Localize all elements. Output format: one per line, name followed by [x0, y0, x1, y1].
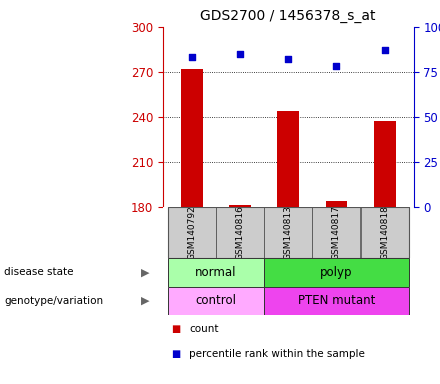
Text: normal: normal	[195, 266, 237, 279]
Bar	[277, 111, 299, 207]
Bar	[216, 207, 264, 258]
Bar	[264, 258, 409, 286]
Text: ▶: ▶	[141, 267, 150, 278]
Bar	[374, 121, 396, 207]
Text: GSM140792: GSM140792	[187, 205, 196, 260]
Bar	[168, 258, 264, 286]
Text: GSM140818: GSM140818	[380, 205, 389, 260]
Text: count: count	[189, 324, 219, 334]
Bar	[229, 205, 251, 207]
Point	[188, 55, 195, 61]
Bar	[264, 286, 409, 315]
Point	[236, 51, 243, 57]
Bar	[264, 207, 312, 258]
Bar	[181, 69, 202, 207]
Point	[333, 63, 340, 70]
Text: ▶: ▶	[141, 296, 150, 306]
Bar	[168, 286, 264, 315]
Text: genotype/variation: genotype/variation	[4, 296, 103, 306]
Text: PTEN mutant: PTEN mutant	[298, 294, 375, 307]
Bar	[312, 207, 360, 258]
Bar	[168, 207, 216, 258]
Point	[381, 47, 388, 53]
Text: control: control	[195, 294, 236, 307]
Bar	[326, 201, 347, 207]
Text: GSM140816: GSM140816	[235, 205, 245, 260]
Text: disease state: disease state	[4, 267, 74, 278]
Point	[285, 56, 292, 62]
Text: GSM140813: GSM140813	[284, 205, 293, 260]
Text: percentile rank within the sample: percentile rank within the sample	[189, 349, 365, 359]
Text: ■: ■	[172, 324, 181, 334]
Text: ■: ■	[172, 349, 181, 359]
Bar	[361, 207, 409, 258]
Title: GDS2700 / 1456378_s_at: GDS2700 / 1456378_s_at	[201, 9, 376, 23]
Text: GSM140817: GSM140817	[332, 205, 341, 260]
Text: polyp: polyp	[320, 266, 352, 279]
